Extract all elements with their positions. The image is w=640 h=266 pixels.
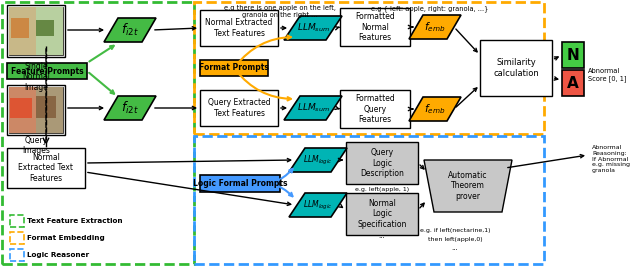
Bar [200, 90, 278, 126]
Bar [10, 249, 24, 261]
Text: $f_{emb}$: $f_{emb}$ [424, 102, 445, 116]
Text: Logic Reasoner: Logic Reasoner [27, 252, 89, 258]
Text: Format Prompts: Format Prompts [199, 64, 269, 73]
Text: Query
Logic
Description: Query Logic Description [360, 148, 404, 178]
Polygon shape [409, 97, 461, 121]
Text: Automatic
Theorem
prover: Automatic Theorem prover [448, 171, 488, 201]
Bar [346, 142, 418, 184]
Text: Logic Formal Prompts: Logic Formal Prompts [193, 179, 287, 188]
Bar [346, 193, 418, 235]
Text: $LLM_{sum}$: $LLM_{sum}$ [296, 102, 330, 114]
Bar [2, 2, 194, 264]
Polygon shape [409, 15, 461, 39]
Bar [480, 40, 552, 96]
Text: ...: ... [379, 233, 385, 239]
Text: Normal Extracted
Text Features: Normal Extracted Text Features [205, 18, 273, 38]
Bar [7, 148, 85, 188]
Bar [9, 87, 36, 133]
Text: e.g. if left(nectarine,1): e.g. if left(nectarine,1) [420, 228, 490, 233]
Text: Similarity
calculation: Similarity calculation [493, 58, 539, 78]
Text: Normal
Logic
Specification: Normal Logic Specification [357, 199, 406, 229]
Polygon shape [284, 96, 342, 120]
Text: $f_{i2t}$: $f_{i2t}$ [121, 22, 139, 38]
Text: e.g { left: apple, right: granola, ...}: e.g { left: apple, right: granola, ...} [371, 5, 489, 12]
Text: Query Extracted
Text Features: Query Extracted Text Features [208, 98, 270, 118]
Bar [36, 7, 63, 55]
Bar [11, 18, 29, 38]
Bar [36, 20, 54, 36]
Text: Text Feature Extraction: Text Feature Extraction [27, 218, 123, 224]
Text: $f_{i2t}$: $f_{i2t}$ [121, 100, 139, 116]
Bar [340, 90, 410, 128]
Text: Query
Images: Query Images [22, 136, 50, 155]
Text: Feature Prompts: Feature Prompts [11, 66, 83, 76]
Text: Abnormal
Score [0, 1]: Abnormal Score [0, 1] [588, 68, 627, 82]
Bar [10, 232, 24, 244]
Text: $LLM_{sum}$: $LLM_{sum}$ [296, 22, 330, 34]
Bar [36, 96, 56, 118]
Text: granola on the right ...: granola on the right ... [243, 12, 317, 18]
Bar [7, 63, 87, 79]
Bar [200, 175, 280, 192]
Bar [200, 10, 278, 46]
Text: e.g. left(apple, 1): e.g. left(apple, 1) [355, 187, 409, 192]
Polygon shape [284, 16, 342, 40]
Bar [9, 7, 63, 55]
Text: Single
Normal
Image: Single Normal Image [22, 62, 50, 92]
Text: ...: ... [452, 245, 458, 251]
Text: $f_{emb}$: $f_{emb}$ [424, 20, 445, 34]
Text: Normal
Extracted Text
Features: Normal Extracted Text Features [19, 153, 74, 183]
Bar [7, 85, 65, 135]
Polygon shape [104, 18, 156, 42]
Bar [10, 98, 32, 118]
Bar [10, 215, 24, 227]
Bar [9, 7, 36, 55]
Text: Formatted
Normal
Features: Formatted Normal Features [355, 12, 395, 42]
Polygon shape [289, 193, 347, 217]
Text: N: N [566, 48, 579, 63]
Text: A: A [567, 76, 579, 90]
Text: Formatted
Query
Features: Formatted Query Features [355, 94, 395, 124]
Polygon shape [104, 96, 156, 120]
Bar [9, 87, 63, 133]
Bar [340, 8, 410, 46]
Bar [36, 87, 63, 133]
Bar [562, 42, 584, 68]
Text: then left(apple,0): then left(apple,0) [428, 237, 483, 242]
Text: Abnormal
Reasoning:
If Abnormal
e.g. missing
granola: Abnormal Reasoning: If Abnormal e.g. mis… [592, 145, 630, 173]
Bar [194, 136, 544, 264]
Text: e.g there is one apple on the left,: e.g there is one apple on the left, [224, 5, 336, 11]
Bar [194, 2, 544, 134]
Polygon shape [424, 160, 512, 212]
Bar [7, 5, 65, 57]
Text: $LLM_{logic}$: $LLM_{logic}$ [303, 198, 333, 211]
Bar [562, 70, 584, 96]
Text: $LLM_{logic}$: $LLM_{logic}$ [303, 153, 333, 167]
Polygon shape [289, 148, 347, 172]
Text: Format Embedding: Format Embedding [27, 235, 105, 241]
Bar [200, 60, 268, 76]
